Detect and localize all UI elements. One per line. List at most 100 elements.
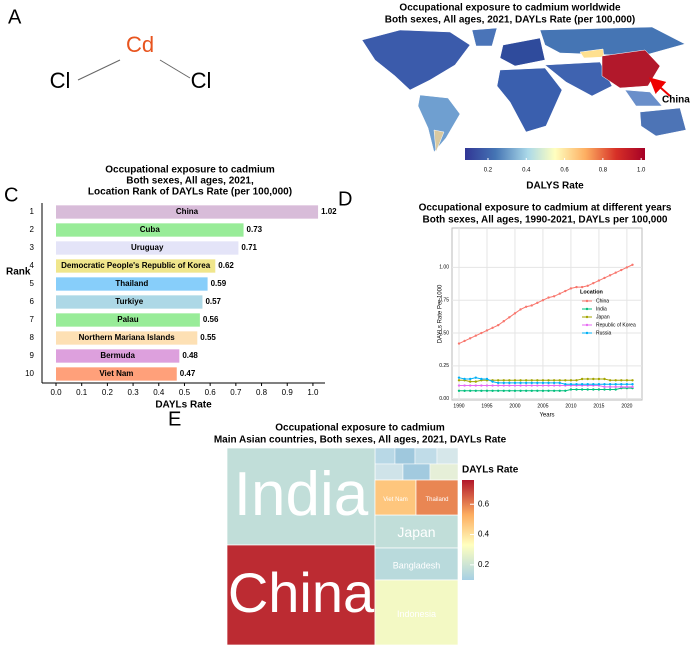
point <box>530 304 533 307</box>
point <box>463 389 466 393</box>
point <box>558 292 561 295</box>
y-tick-label: 3 <box>30 243 35 252</box>
point <box>541 389 545 393</box>
point <box>552 295 556 298</box>
legend-label: India <box>596 306 607 312</box>
point <box>564 383 567 386</box>
point <box>592 388 595 391</box>
y-tick-label: 2 <box>30 225 35 234</box>
y-tick-label: 9 <box>30 351 35 360</box>
point <box>491 380 494 383</box>
point <box>513 389 517 393</box>
point <box>564 389 567 393</box>
point <box>519 381 522 385</box>
treemap-tile <box>415 479 459 516</box>
colorbar-tick-label: 0.4 <box>522 168 531 174</box>
x-tick-label: 0.2 <box>102 388 114 397</box>
x-tick-label: 2015 <box>593 403 604 409</box>
point <box>496 384 500 387</box>
point <box>480 384 483 387</box>
chart-title: Occupational exposure to cadmium at diff… <box>419 203 672 214</box>
bar-category-label: Bermuda <box>100 351 135 360</box>
point <box>631 379 634 382</box>
y-tick-label: 10 <box>25 369 34 378</box>
data-label: 0.62 <box>218 261 234 270</box>
point <box>491 326 494 329</box>
point <box>508 316 511 319</box>
point <box>569 379 573 382</box>
bar-category-label: Viet Nam <box>99 369 133 378</box>
bar-category-label: China <box>176 207 199 216</box>
x-axis-label: Years <box>539 413 554 419</box>
point <box>625 385 629 389</box>
point <box>502 381 505 385</box>
y-tick-label: 0.25 <box>439 363 449 369</box>
point <box>592 281 595 285</box>
plot-area <box>451 227 643 401</box>
data-label: 0.57 <box>205 297 221 306</box>
point <box>463 339 466 343</box>
point <box>541 384 545 387</box>
treemap-tile <box>374 579 459 646</box>
point <box>480 331 483 335</box>
point <box>586 388 589 391</box>
point <box>625 383 629 386</box>
colorbar-tick-label: 0.2 <box>484 168 493 174</box>
point <box>502 320 505 323</box>
legend-swatch <box>585 299 589 303</box>
point <box>536 389 539 393</box>
data-label: 0.56 <box>203 315 219 324</box>
point <box>541 381 545 385</box>
map-title: Occupational exposure to cadmium worldwi… <box>399 3 621 14</box>
chart-title: Occupational exposure to cadmium <box>105 165 275 176</box>
colorbar <box>465 148 645 160</box>
data-label: 0.71 <box>241 243 257 252</box>
map-annotation: China <box>662 95 690 106</box>
legend-swatch <box>585 315 589 319</box>
x-tick-label: 1995 <box>481 403 492 409</box>
point <box>530 381 533 385</box>
point <box>614 388 617 391</box>
point <box>547 384 550 387</box>
data-label: 1.02 <box>321 207 337 216</box>
panel-label: E <box>168 408 181 430</box>
colorbar-tick-label: 0.2 <box>478 560 490 569</box>
x-axis-label: DAYLs Rate <box>155 400 212 411</box>
x-tick-label: 2005 <box>537 403 548 409</box>
x-tick-label: 0.5 <box>179 388 191 397</box>
point <box>468 377 472 381</box>
treemap-tile <box>226 447 376 546</box>
point <box>524 389 528 393</box>
bar-category-label: Cuba <box>140 225 161 234</box>
point <box>536 379 539 382</box>
point <box>463 384 466 387</box>
point <box>558 384 561 387</box>
point <box>558 379 561 382</box>
x-tick-label: 0.8 <box>256 388 268 397</box>
point <box>524 305 528 308</box>
y-tick-label: 4 <box>30 261 35 270</box>
bar-category-label: Democratic People's Republic of Korea <box>61 261 211 270</box>
point <box>524 381 528 385</box>
point <box>474 380 477 383</box>
point <box>508 384 511 387</box>
point <box>614 385 617 389</box>
point <box>513 381 517 385</box>
legend-title: Location <box>580 289 604 295</box>
point <box>620 385 623 389</box>
chart-title: Occupational exposure to cadmium <box>275 423 445 434</box>
tile-label: Thailand <box>425 497 448 503</box>
y-tick-label: 0.50 <box>439 330 449 336</box>
point <box>625 379 629 382</box>
point <box>552 389 556 393</box>
world-map <box>361 26 687 153</box>
x-tick-label: 0.9 <box>282 388 294 397</box>
point <box>530 389 533 393</box>
point <box>580 383 584 386</box>
legend-label: Japan <box>596 314 610 320</box>
point <box>541 299 545 302</box>
point <box>547 381 550 385</box>
y-tick-label: 7 <box>30 315 35 324</box>
point <box>614 379 617 382</box>
